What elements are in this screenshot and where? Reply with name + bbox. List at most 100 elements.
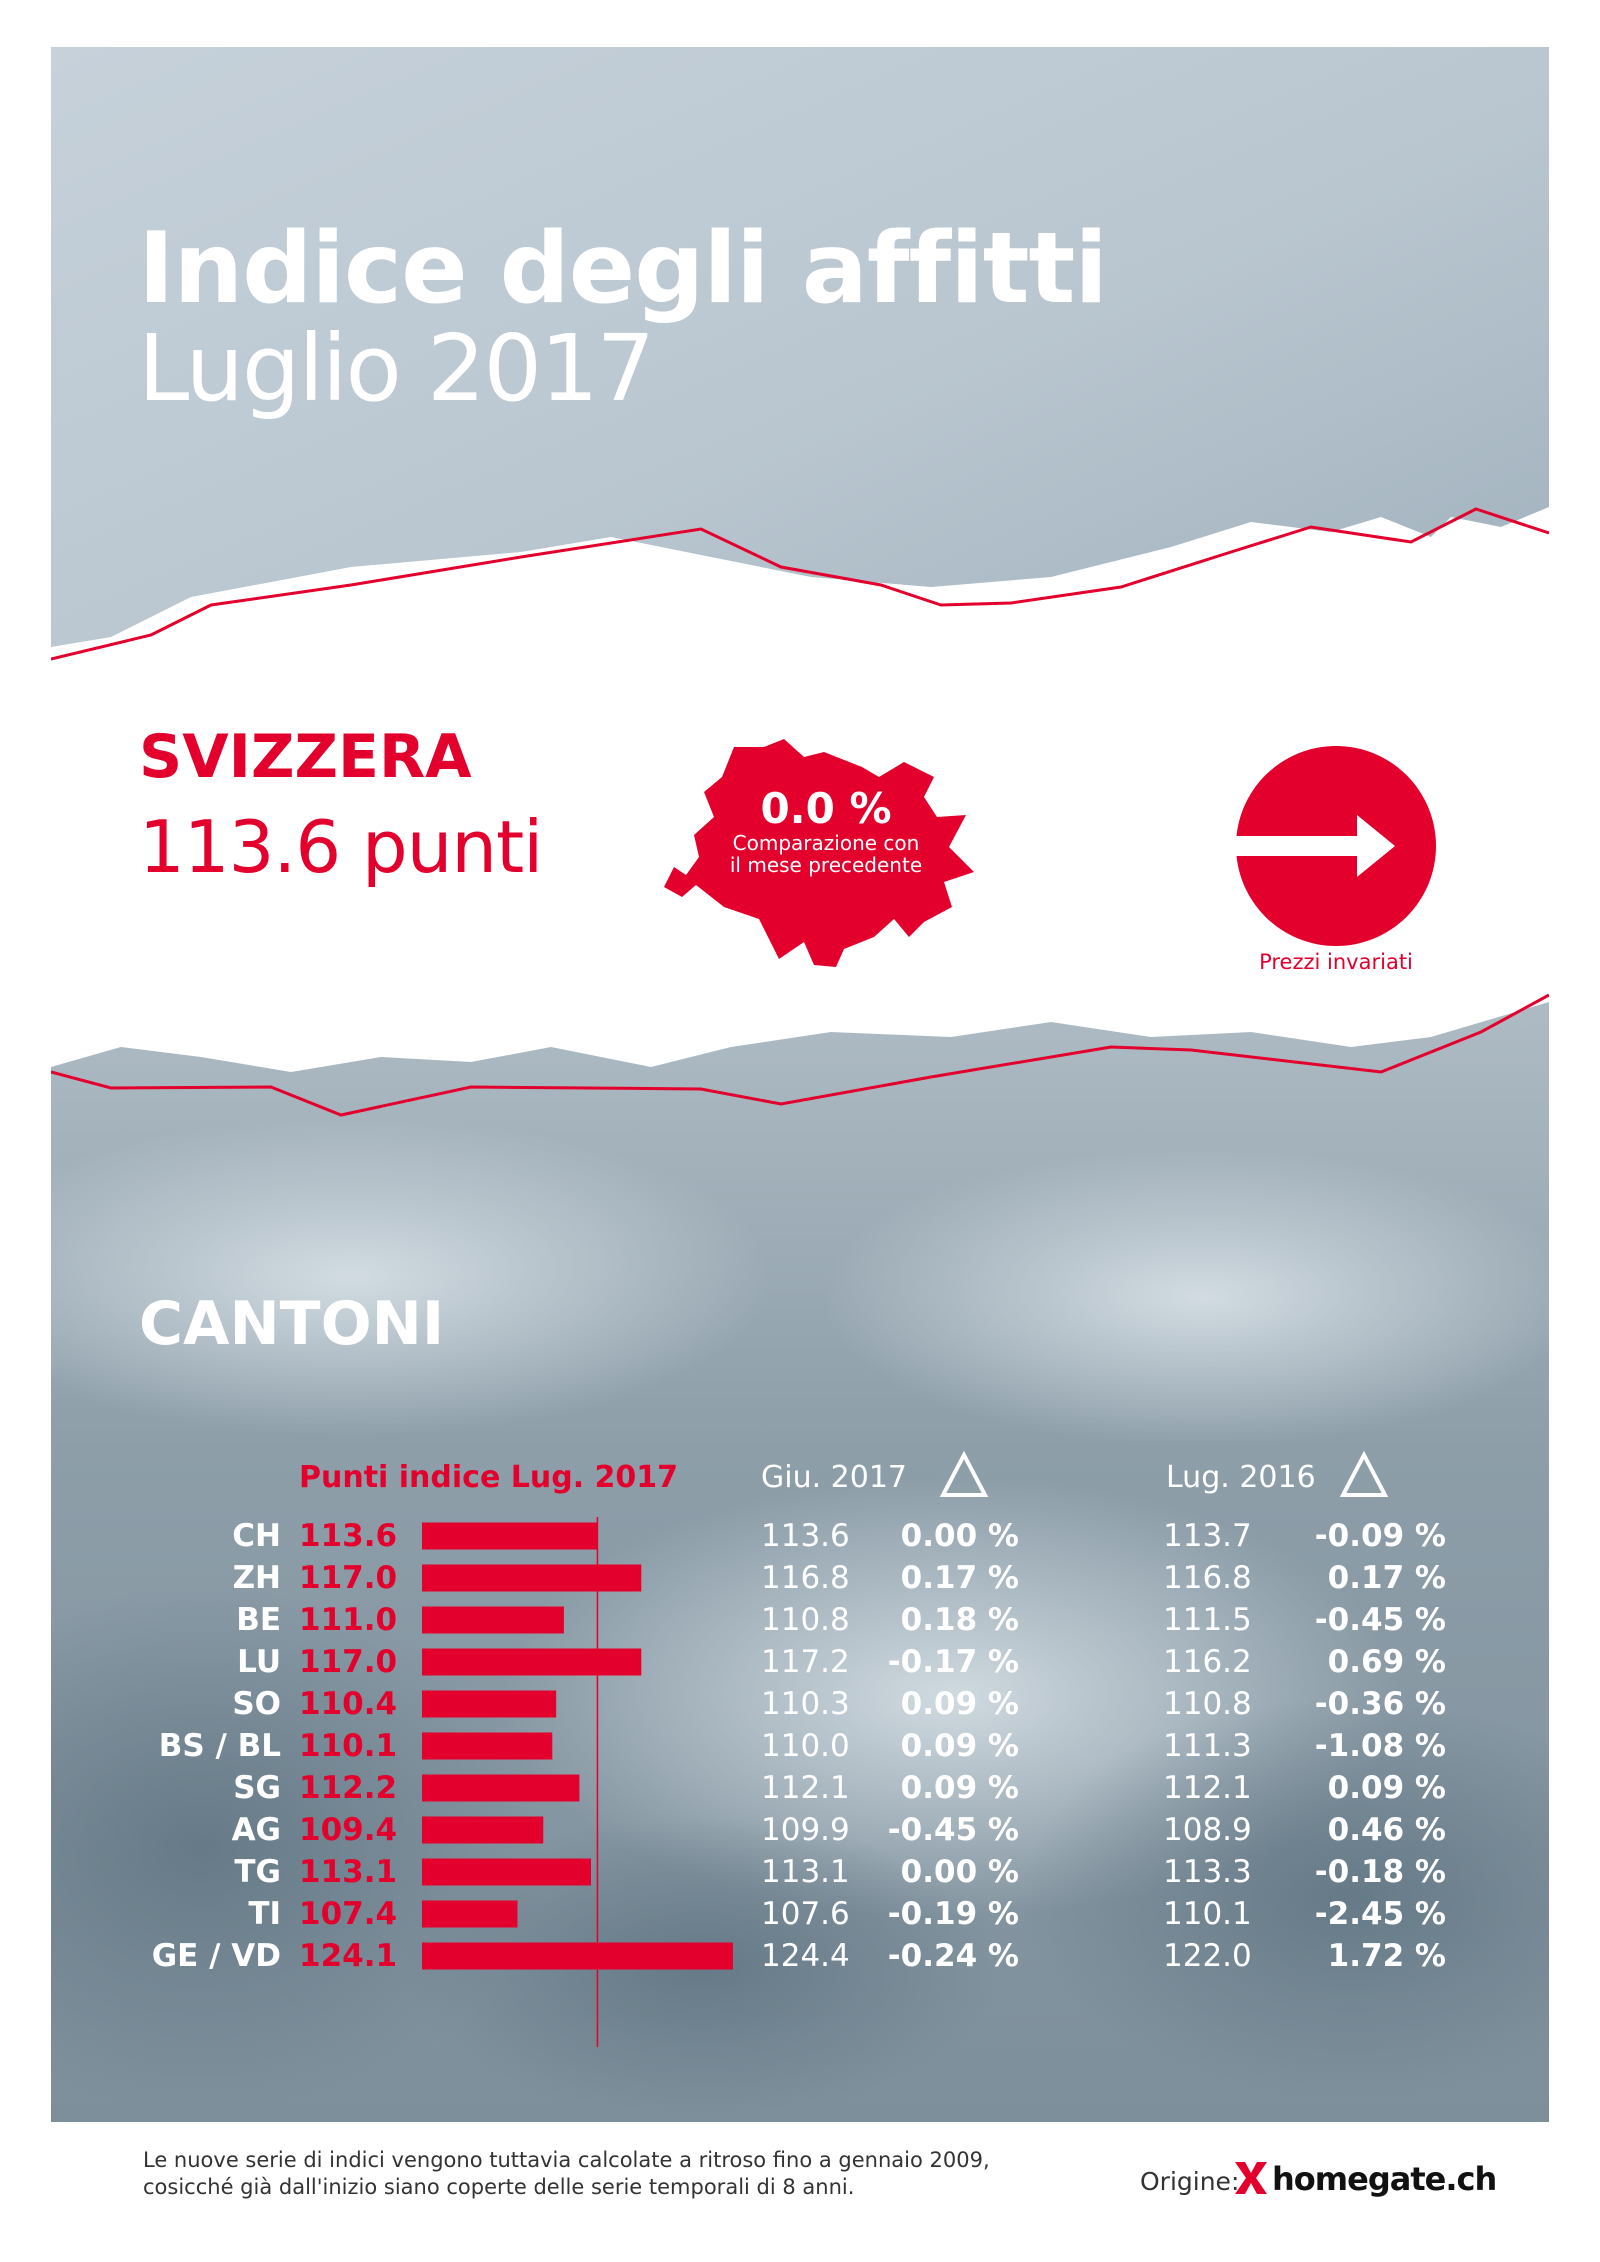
canton-name: SG bbox=[233, 1770, 281, 1806]
prev-month-value: 107.6 bbox=[761, 1896, 850, 1932]
prev-month-value: 110.0 bbox=[761, 1728, 850, 1764]
column-header-prev-year: Lug. 2016 bbox=[1166, 1460, 1316, 1495]
prev-month-change: 0.00 % bbox=[900, 1518, 1019, 1554]
prev-year-value: 113.7 bbox=[1163, 1518, 1252, 1554]
canton-name: LU bbox=[237, 1644, 281, 1680]
prev-month-value: 112.1 bbox=[761, 1770, 850, 1806]
index-value: 110.1 bbox=[299, 1728, 398, 1764]
bar-ti bbox=[422, 1900, 518, 1928]
table-row: AG 109.4 109.9 -0.45 % 108.9 0.46 % bbox=[51, 1809, 1549, 1851]
table-row: SG 112.2 112.1 0.09 % 112.1 0.09 % bbox=[51, 1767, 1549, 1809]
prev-month-change: 0.09 % bbox=[900, 1686, 1019, 1722]
delta-triangle-icon bbox=[1339, 1451, 1389, 1497]
change-note: il mese precedente bbox=[729, 853, 923, 877]
canton-name: ZH bbox=[232, 1560, 281, 1596]
prev-year-change: 0.46 % bbox=[1327, 1812, 1446, 1848]
table-row: SO 110.4 110.3 0.09 % 110.8 -0.36 % bbox=[51, 1683, 1549, 1725]
bar-ag bbox=[422, 1816, 544, 1844]
country-points: 113.6 punti bbox=[139, 805, 543, 889]
index-value: 111.0 bbox=[299, 1602, 398, 1638]
prev-month-value: 110.3 bbox=[761, 1686, 850, 1722]
prev-year-value: 111.3 bbox=[1163, 1728, 1252, 1764]
index-value: 113.1 bbox=[299, 1854, 398, 1890]
prev-month-value: 113.1 bbox=[761, 1854, 850, 1890]
section-title: CANTONI bbox=[139, 1289, 445, 1359]
prev-month-value: 116.8 bbox=[761, 1560, 850, 1596]
prev-year-change: -1.08 % bbox=[1314, 1728, 1446, 1764]
prev-year-value: 122.0 bbox=[1163, 1938, 1252, 1974]
prev-month-value: 110.8 bbox=[761, 1602, 850, 1638]
prev-year-change: 0.17 % bbox=[1327, 1560, 1446, 1596]
switzerland-map-icon bbox=[664, 739, 974, 967]
prev-year-value: 116.8 bbox=[1163, 1560, 1252, 1596]
index-value: 109.4 bbox=[299, 1812, 398, 1848]
canton-name: BE bbox=[236, 1602, 281, 1638]
bar-tg bbox=[422, 1858, 591, 1886]
table-row: TI 107.4 107.6 -0.19 % 110.1 -2.45 % bbox=[51, 1893, 1549, 1935]
prev-month-change: 0.09 % bbox=[900, 1728, 1019, 1764]
bar-ch bbox=[422, 1522, 598, 1550]
canton-name: GE / VD bbox=[151, 1938, 281, 1974]
prev-month-value: 113.6 bbox=[761, 1518, 850, 1554]
prev-month-value: 117.2 bbox=[761, 1644, 850, 1680]
canton-name: AG bbox=[231, 1812, 281, 1848]
prev-month-change: -0.19 % bbox=[887, 1896, 1019, 1932]
source-label: Origine: bbox=[1140, 2167, 1240, 2196]
bar-so bbox=[422, 1690, 557, 1718]
bar-be bbox=[422, 1606, 564, 1634]
canton-name: CH bbox=[232, 1518, 281, 1554]
table-row: BE 111.0 110.8 0.18 % 111.5 -0.45 % bbox=[51, 1599, 1549, 1641]
footnote: Le nuove serie di indici vengono tuttavi… bbox=[143, 2148, 990, 2172]
change-note: Comparazione con bbox=[732, 831, 920, 855]
prev-month-change: -0.45 % bbox=[887, 1812, 1019, 1848]
prev-month-value: 124.4 bbox=[761, 1938, 850, 1974]
prev-year-change: 0.69 % bbox=[1327, 1644, 1446, 1680]
bar-ge-vd bbox=[422, 1942, 733, 1970]
prev-year-change: -0.36 % bbox=[1314, 1686, 1446, 1722]
bar-bs-bl bbox=[422, 1732, 553, 1760]
prev-year-value: 116.2 bbox=[1163, 1644, 1252, 1680]
index-value: 107.4 bbox=[299, 1896, 398, 1932]
canton-name: TI bbox=[248, 1896, 281, 1932]
canton-name: TG bbox=[234, 1854, 281, 1890]
arrow-right-icon bbox=[1235, 746, 1436, 946]
canton-name: BS / BL bbox=[158, 1728, 281, 1764]
prev-year-change: -2.45 % bbox=[1314, 1896, 1446, 1932]
homegate-x-icon bbox=[1235, 2162, 1267, 2194]
prev-month-value: 109.9 bbox=[761, 1812, 850, 1848]
country-name: SVIZZERA bbox=[139, 722, 472, 792]
prev-year-value: 110.8 bbox=[1163, 1686, 1252, 1722]
page-title: Indice degli affitti bbox=[138, 212, 1108, 326]
brand-name[interactable]: homegate.ch bbox=[1272, 2160, 1497, 2198]
prev-month-change: -0.17 % bbox=[887, 1644, 1019, 1680]
prev-year-change: 1.72 % bbox=[1327, 1938, 1446, 1974]
prev-year-value: 111.5 bbox=[1163, 1602, 1252, 1638]
prev-year-change: -0.09 % bbox=[1314, 1518, 1446, 1554]
prev-year-value: 108.9 bbox=[1163, 1812, 1252, 1848]
prev-year-value: 110.1 bbox=[1163, 1896, 1252, 1932]
index-value: 113.6 bbox=[299, 1518, 398, 1554]
prev-month-change: 0.18 % bbox=[900, 1602, 1019, 1638]
index-value: 124.1 bbox=[299, 1938, 398, 1974]
table-row: GE / VD 124.1 124.4 -0.24 % 122.0 1.72 % bbox=[51, 1935, 1549, 1977]
poster-background bbox=[51, 47, 1549, 2122]
trend-label: Prezzi invariati bbox=[1259, 950, 1413, 974]
prev-month-change: -0.24 % bbox=[887, 1938, 1019, 1974]
column-header-points: Punti indice Lug. 2017 bbox=[299, 1460, 679, 1495]
bar-lu bbox=[422, 1648, 642, 1676]
index-value: 112.2 bbox=[299, 1770, 398, 1806]
table-row: TG 113.1 113.1 0.00 % 113.3 -0.18 % bbox=[51, 1851, 1549, 1893]
table-row: CH 113.6 113.6 0.00 % 113.7 -0.09 % bbox=[51, 1515, 1549, 1557]
prev-month-change: 0.00 % bbox=[900, 1854, 1019, 1890]
table-row: BS / BL 110.1 110.0 0.09 % 111.3 -1.08 % bbox=[51, 1725, 1549, 1767]
prev-month-change: 0.09 % bbox=[900, 1770, 1019, 1806]
page-subtitle: Luglio 2017 bbox=[138, 315, 655, 422]
index-value: 110.4 bbox=[299, 1686, 398, 1722]
table-row: ZH 117.0 116.8 0.17 % 116.8 0.17 % bbox=[51, 1557, 1549, 1599]
index-value: 117.0 bbox=[299, 1644, 398, 1680]
prev-year-value: 112.1 bbox=[1163, 1770, 1252, 1806]
change-percent: 0.0 % bbox=[760, 784, 892, 833]
canton-name: SO bbox=[232, 1686, 281, 1722]
prev-year-value: 113.3 bbox=[1163, 1854, 1252, 1890]
index-value: 117.0 bbox=[299, 1560, 398, 1596]
